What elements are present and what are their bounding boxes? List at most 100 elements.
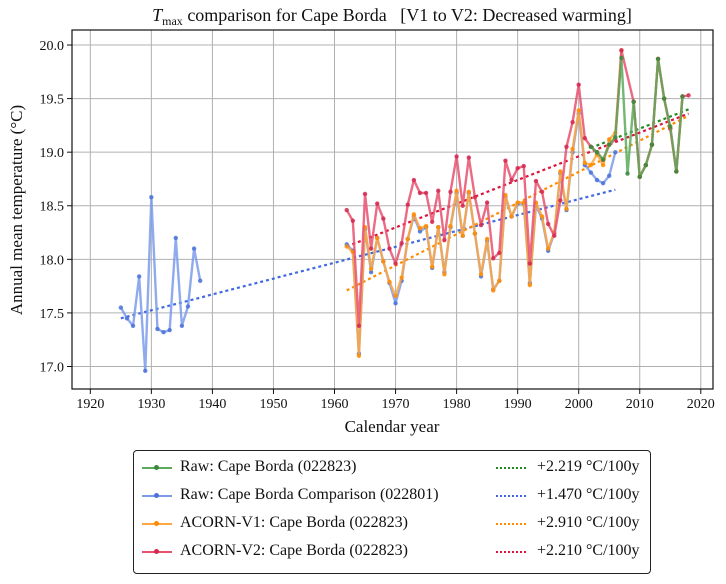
data-point [368, 246, 374, 251]
data-point [594, 177, 600, 183]
data-point [454, 154, 459, 159]
y-tick-label: 17.0 [40, 360, 65, 375]
data-point [497, 250, 502, 256]
data-point [356, 353, 362, 358]
data-point [442, 272, 447, 277]
data-point [564, 206, 569, 212]
data-point [491, 288, 496, 293]
data-point [387, 279, 392, 285]
x-tick-label: 1940 [198, 397, 226, 412]
grid [72, 30, 713, 389]
data-point [399, 241, 404, 246]
chart: Tmax comparison for Cape Borda [V1 to V2… [7, 5, 715, 436]
data-point [368, 266, 374, 272]
x-tick-label: 1990 [504, 397, 532, 412]
data-point [515, 200, 520, 205]
data-point [466, 155, 472, 160]
trend-swatch [496, 495, 526, 497]
trend-label: +2.910 °C/100y [537, 514, 640, 531]
x-tick-label: 1970 [382, 397, 410, 412]
data-point [588, 144, 594, 150]
data-point [607, 173, 612, 178]
data-point [124, 316, 130, 321]
data-point [149, 194, 154, 200]
data-point [130, 323, 136, 328]
data-point [588, 170, 594, 175]
data-point [509, 177, 514, 183]
data-point [613, 149, 618, 155]
trend-line [120, 188, 616, 320]
y-tick-label: 19.0 [40, 146, 65, 161]
legend-label: Raw: Cape Borda Comparison (022801) [180, 486, 439, 503]
series-line [345, 49, 689, 327]
data-point [436, 188, 441, 193]
data-point [472, 231, 478, 236]
data-point [686, 93, 691, 98]
legend-label: ACORN-V1: Cape Borda (022823) [180, 514, 408, 531]
x-tick-label: 1980 [443, 397, 471, 412]
data-point [655, 56, 661, 62]
data-point [625, 171, 630, 176]
data-point [607, 142, 612, 147]
data-point [161, 330, 166, 335]
data-point [582, 160, 587, 166]
data-point [484, 200, 490, 205]
data-point [381, 216, 386, 221]
data-point [460, 203, 465, 208]
data-point [497, 278, 502, 283]
data-point [393, 261, 398, 266]
ticks: 1920 1930 1940 1950 1960 1970 1980 1990 2000 2010… [40, 39, 715, 412]
data-point [649, 142, 655, 147]
data-point [539, 214, 545, 219]
data-point [375, 201, 380, 206]
series-lines [118, 48, 691, 373]
data-point [362, 191, 368, 197]
series-line [119, 195, 202, 372]
data-point [545, 246, 551, 251]
legend-label: ACORN-V2: Cape Borda (022823) [180, 542, 408, 559]
data-point [448, 223, 453, 229]
trend-label: +2.210 °C/100y [537, 542, 640, 559]
x-tick-label: 1960 [321, 397, 349, 412]
data-point [588, 162, 594, 168]
legend-item-acorn-v1: ACORN-V1: Cape Borda (022823) +2.910 °C/… [134, 512, 650, 536]
marker-icon [154, 549, 159, 554]
data-point [344, 244, 349, 249]
legend: Raw: Cape Borda (022823) +2.219 °C/100y … [133, 450, 651, 574]
legend-label: Raw: Cape Borda (022823) [180, 458, 357, 475]
data-point [564, 144, 569, 150]
data-point [600, 157, 606, 162]
data-point [436, 224, 441, 230]
data-point [417, 226, 423, 231]
x-tick-label: 1950 [259, 397, 287, 412]
marker-icon [154, 521, 159, 526]
data-point [417, 190, 423, 196]
x-tick-label: 1920 [76, 397, 104, 412]
y-axis-label: Annual mean temperature (°C) [7, 105, 26, 315]
trend-lines [120, 108, 690, 320]
data-point [179, 323, 185, 328]
data-point [619, 55, 624, 61]
data-point [393, 301, 398, 306]
data-point [423, 190, 429, 196]
data-point [613, 134, 618, 140]
trend-swatch [496, 551, 526, 553]
data-point [478, 222, 484, 228]
trend-swatch [496, 467, 526, 469]
data-point [198, 278, 203, 283]
data-point [381, 259, 386, 264]
trend-label: +1.470 °C/100y [537, 486, 640, 503]
data-point [191, 246, 197, 251]
data-point [607, 137, 612, 142]
marker-icon [154, 465, 159, 470]
trend-line [346, 114, 690, 292]
data-point [356, 323, 362, 328]
y-tick-label: 18.5 [40, 200, 65, 215]
data-point [173, 235, 178, 241]
series-line [590, 56, 684, 179]
data-point [423, 223, 429, 229]
legend-item-acorn-v2: ACORN-V2: Cape Borda (022823) +2.210 °C/… [134, 540, 650, 564]
chart-title: Tmax comparison for Cape Borda [V1 to V2… [152, 5, 632, 28]
data-point [509, 214, 514, 219]
marker-icon [154, 493, 159, 498]
